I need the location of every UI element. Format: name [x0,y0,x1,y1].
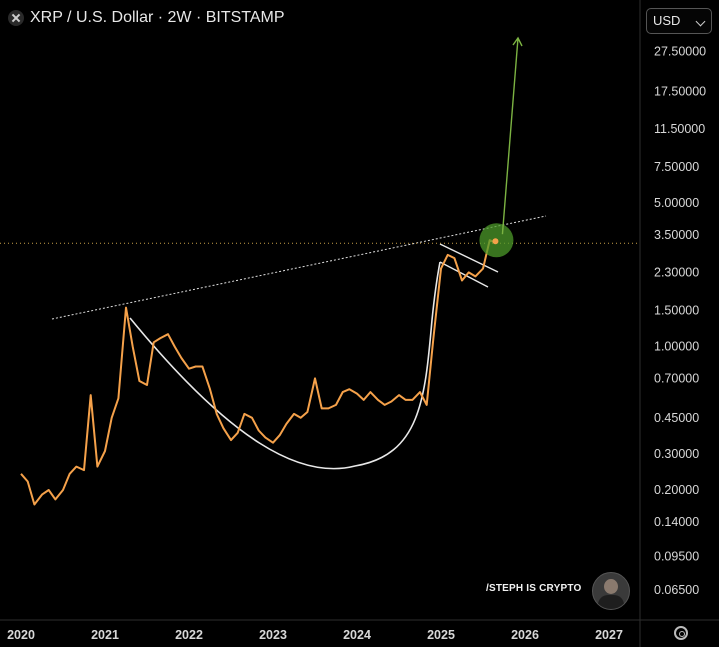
price-tick-label: 1.50000 [654,303,699,317]
watermark-text: /STEPH IS CRYPTO [486,583,582,594]
price-tick-label: 0.06500 [654,583,699,597]
target-arrow-head [512,36,523,47]
currency-select[interactable]: USD [646,8,712,34]
price-tick-label: 7.50000 [654,160,699,174]
price-tick-label: 0.20000 [654,483,699,497]
chevron-down-icon [695,16,706,27]
resistance-trendline [51,215,547,320]
symbol-header: XRP / U.S. Dollar · 2W · BITSTAMP [8,9,285,27]
symbol-title: XRP / U.S. Dollar · 2W · BITSTAMP [30,9,285,26]
price-series [20,239,497,506]
time-tick-label: 2026 [511,628,539,642]
time-tick-label: 2025 [427,628,455,642]
time-tick-label: 2022 [175,628,203,642]
flag-upper-line [439,243,499,273]
price-tick-label: 27.50000 [654,44,706,58]
cup-curve [129,261,441,470]
flag-lower-line [439,261,489,288]
avatar [592,572,630,610]
target-arrow-line [501,37,519,235]
time-tick-label: 2021 [91,628,119,642]
price-tick-label: 0.45000 [654,411,699,425]
price-tick-label: 0.70000 [654,371,699,385]
price-tick-label: 11.50000 [654,122,705,136]
close-icon[interactable] [8,10,24,26]
price-tick-label: 0.14000 [654,515,699,529]
price-tick-label: 0.09500 [654,549,699,563]
price-scale[interactable]: 27.50000 17.50000 11.50000 7.50000 5.00000 3.… [654,44,706,597]
gear-icon[interactable] [674,626,688,640]
time-scale[interactable]: 2020 2021 2022 2023 2024 2025 2026 2027 [7,628,623,642]
price-tick-label: 2.30000 [654,265,699,279]
time-tick-label: 2020 [7,628,35,642]
time-tick-label: 2024 [343,628,371,642]
time-tick-label: 2027 [595,628,623,642]
currency-value: USD [653,13,681,28]
overlay [0,36,640,258]
trendlines [51,215,547,470]
price-tick-label: 17.50000 [654,85,706,99]
price-tick-label: 0.30000 [654,447,699,461]
price-tick-label: 1.00000 [654,340,699,354]
time-tick-label: 2023 [259,628,287,642]
price-line [20,239,497,506]
price-tick-label: 5.00000 [654,196,699,210]
price-tick-label: 3.50000 [654,228,699,242]
last-price-dot [492,238,499,245]
